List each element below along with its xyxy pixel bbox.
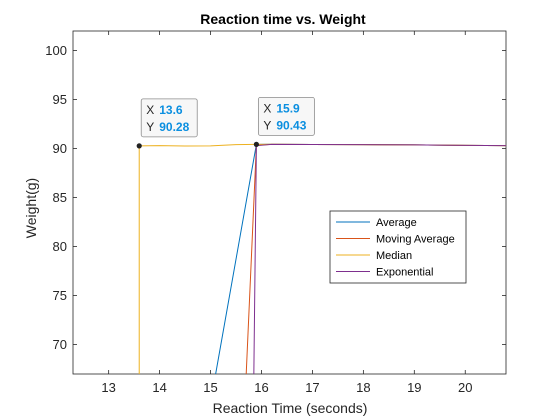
axes-box	[72, 30, 507, 375]
legend-label: Average	[376, 217, 417, 229]
x-tick-label: 18	[356, 380, 370, 395]
datatip-y-key: Y	[263, 118, 271, 132]
legend: Average Moving Average Median Exponential	[329, 210, 467, 284]
datatip-y-value: 90.43	[276, 118, 306, 132]
x-tick-label: 13	[101, 380, 115, 395]
y-tick-label: 85	[53, 190, 67, 205]
legend-label: Median	[376, 250, 412, 262]
datatip-box	[257, 96, 315, 136]
legend-label: Moving Average	[376, 234, 455, 246]
y-tick-label: 90	[53, 141, 67, 156]
y-tick-label: 100	[45, 43, 67, 58]
x-axis-label: Reaction Time (seconds)	[213, 400, 368, 416]
legend-label: Exponential	[376, 267, 434, 279]
x-tick-label: 16	[254, 380, 268, 395]
datatip-box	[140, 98, 198, 138]
x-tick-label: 20	[458, 380, 472, 395]
datatip-x-value: 13.6	[159, 103, 183, 117]
datatip-y-key: Y	[146, 120, 154, 134]
y-axis-label: Weight(g)	[23, 178, 39, 238]
plot-area: 13 14 15 16 17 18 19 20 70 75 80 85 90 95 100	[45, 30, 507, 395]
x-tick-label: 19	[407, 380, 421, 395]
chart-title: Reaction time vs. Weight	[200, 11, 366, 27]
series-line-exponential	[253, 143, 506, 374]
datatip-x-value: 15.9	[276, 101, 300, 115]
datatip-marker	[253, 141, 259, 147]
x-tick-label: 15	[203, 380, 217, 395]
datatip-x-key: X	[146, 103, 154, 117]
y-tick-label: 95	[53, 92, 67, 107]
y-tick-label: 70	[53, 337, 67, 352]
datatip-marker	[136, 143, 142, 149]
y-tick-label: 75	[53, 288, 67, 303]
datatip-x-key: X	[263, 101, 271, 115]
datatips: X 13.6 Y 90.28 X 15.9 Y 90.43	[136, 96, 315, 149]
x-tick-label: 17	[305, 380, 319, 395]
datatip-y-value: 90.28	[159, 120, 189, 134]
x-tick-label: 14	[152, 380, 166, 395]
y-tick-label: 80	[53, 239, 67, 254]
